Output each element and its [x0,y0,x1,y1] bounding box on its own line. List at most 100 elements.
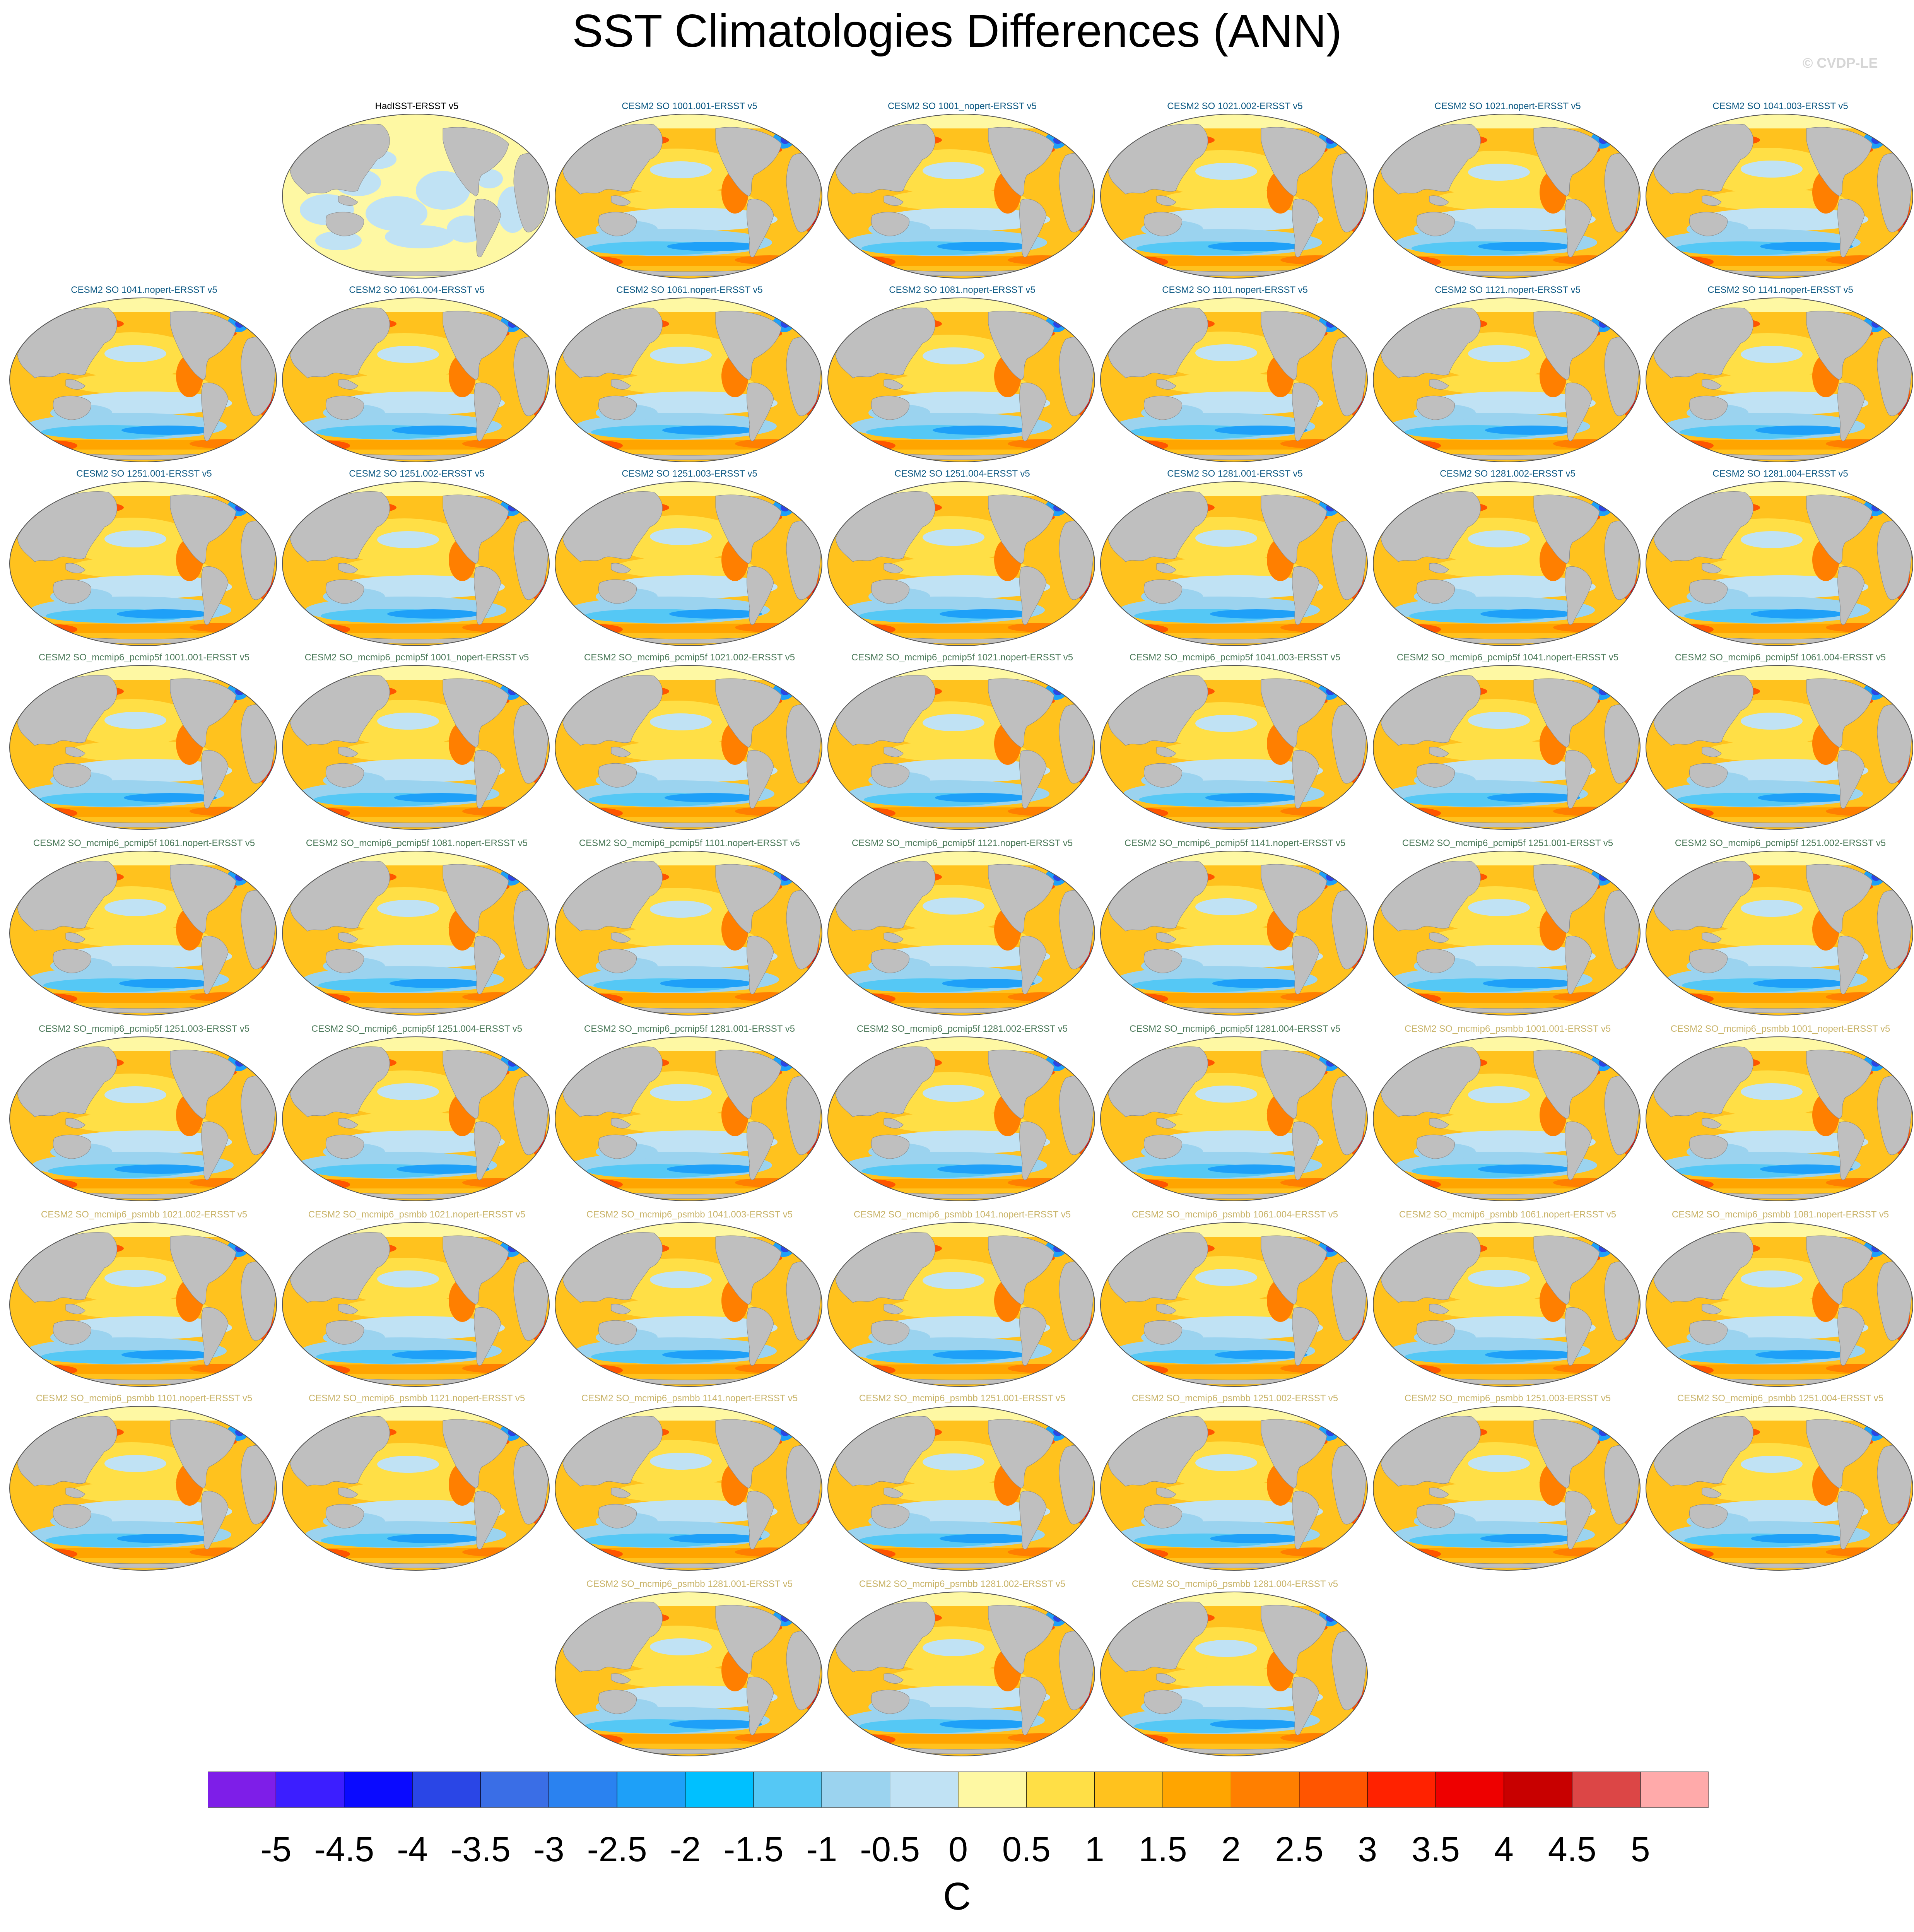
sst-difference-map [1100,1036,1368,1201]
map-panel: CESM2 SO_mcmip6_psmbb 1021.nopert-ERSST … [280,1209,553,1391]
map-panel-title: CESM2 SO_mcmip6_pcmip5f 1141.nopert-ERSS… [1124,838,1346,848]
map-panel-title: CESM2 SO_mcmip6_pcmip5f 1021.nopert-ERSS… [851,652,1073,663]
map-panel-title: CESM2 SO_mcmip6_psmbb 1121.nopert-ERSST … [308,1393,525,1404]
map-panel-title: CESM2 SO_mcmip6_pcmip5f 1251.001-ERSST v… [1402,838,1613,848]
map-panel: CESM2 SO_mcmip6_psmbb 1061.004-ERSST v5 [1099,1209,1371,1391]
map-panel-title: CESM2 SO_mcmip6_psmbb 1141.nopert-ERSST … [581,1393,798,1404]
sst-difference-map [827,1222,1095,1387]
colorbar-tick-label: -3 [533,1830,564,1869]
colorbar-tick-label: -3.5 [450,1830,511,1869]
map-panel-title: CESM2 SO 1061.004-ERSST v5 [349,285,485,295]
map-panel: CESM2 SO_mcmip6_pcmip5f 1281.004-ERSST v… [1099,1023,1371,1205]
map-panel: CESM2 SO 1281.004-ERSST v5 [1644,468,1914,650]
colorbar-tick-label: 1 [1085,1830,1104,1869]
colorbar-swatch [344,1771,413,1808]
sst-difference-map [827,1406,1095,1571]
sst-difference-map [1646,1222,1913,1387]
colorbar-swatch [958,1771,1027,1808]
map-panel: CESM2 SO_mcmip6_pcmip5f 1061.nopert-ERSS… [8,838,280,1019]
colorbar-swatch [275,1771,345,1808]
sst-difference-map [1646,1406,1913,1571]
map-panel: CESM2 SO 1101.nopert-ERSST v5 [1099,284,1371,466]
map-panel: CESM2 SO_mcmip6_psmbb 1251.002-ERSST v5 [1099,1393,1371,1575]
colorbar-swatch [890,1771,959,1808]
sst-difference-map [1646,481,1913,646]
map-panel-title: CESM2 SO_mcmip6_pcmip5f 1001.001-ERSST v… [38,652,250,663]
map-panel-title: CESM2 SO_mcmip6_pcmip5f 1021.002-ERSST v… [584,652,795,663]
map-panel: CESM2 SO 1141.nopert-ERSST v5 [1644,284,1914,466]
map-panel-title: CESM2 SO_mcmip6_pcmip5f 1121.nopert-ERSS… [851,838,1073,848]
map-panel-title: CESM2 SO_mcmip6_psmbb 1021.002-ERSST v5 [41,1209,248,1220]
sst-difference-map [9,297,277,462]
sst-difference-map [282,1036,550,1201]
sst-difference-map [1100,1406,1368,1571]
colorbar [208,1771,1709,1808]
map-panel-title: CESM2 SO_mcmip6_pcmip5f 1251.004-ERSST v… [311,1024,523,1034]
map-panel: CESM2 SO 1021.nopert-ERSST v5 [1371,101,1644,282]
sst-difference-map [555,665,822,830]
map-panel-title: CESM2 SO_mcmip6_pcmip5f 1251.002-ERSST v… [1675,838,1886,848]
map-panel-title: CESM2 SO_mcmip6_psmbb 1001.001-ERSST v5 [1404,1024,1611,1034]
map-panel: CESM2 SO 1251.004-ERSST v5 [826,468,1099,650]
map-panel: CESM2 SO 1061.nopert-ERSST v5 [553,284,826,466]
sst-difference-map [282,114,550,279]
map-panel-title: CESM2 SO_mcmip6_psmbb 1281.001-ERSST v5 [586,1579,793,1589]
map-panel-title: CESM2 SO 1251.001-ERSST v5 [76,468,212,479]
map-panel: CESM2 SO_mcmip6_pcmip5f 1081.nopert-ERSS… [280,838,553,1019]
colorbar-tick-label: 4.5 [1548,1830,1596,1869]
colorbar-swatch [1640,1771,1709,1808]
map-panel-title: CESM2 SO_mcmip6_psmbb 1081.nopert-ERSST … [1671,1209,1889,1220]
sst-difference-map [1373,297,1641,462]
map-panel-title: CESM2 SO 1041.003-ERSST v5 [1712,101,1848,111]
map-panel: CESM2 SO_mcmip6_pcmip5f 1001.001-ERSST v… [8,652,280,834]
map-panel-title: CESM2 SO 1121.nopert-ERSST v5 [1435,285,1581,295]
colorbar-swatch [412,1771,481,1808]
sst-difference-map [9,481,277,646]
map-panel: CESM2 SO_mcmip6_psmbb 1251.004-ERSST v5 [1644,1393,1914,1575]
colorbar-tick-label: 0.5 [1002,1830,1051,1869]
colorbar-tick-label: -4.5 [314,1830,374,1869]
colorbar-swatch [1572,1771,1641,1808]
map-panel: CESM2 SO 1041.nopert-ERSST v5 [8,284,280,466]
colorbar-tick-label: -4 [397,1830,428,1869]
sst-difference-map [827,114,1095,279]
map-panel-title: CESM2 SO_mcmip6_pcmip5f 1061.nopert-ERSS… [33,838,255,848]
sst-difference-map [1373,1036,1641,1201]
map-panel: CESM2 SO_mcmip6_pcmip5f 1041.nopert-ERSS… [1371,652,1644,834]
map-panel: CESM2 SO_mcmip6_psmbb 1281.001-ERSST v5 [553,1578,826,1760]
sst-difference-map [1646,665,1913,830]
map-panel-title: CESM2 SO 1001.001-ERSST v5 [622,101,757,111]
map-panel: CESM2 SO_mcmip6_pcmip5f 1251.004-ERSST v… [280,1023,553,1205]
colorbar-swatch [685,1771,754,1808]
sst-difference-map [1373,481,1641,646]
colorbar-tick-labels: -5 -4.5 -4 -3.5 -3 -2.5 -2 -1.5 -1 -0.5 0 0.5 1 1.5 2 2… [0,1830,1914,1872]
sst-difference-map [282,297,550,462]
map-panel-title: HadISST-ERSST v5 [375,101,459,111]
map-panel: CESM2 SO_mcmip6_pcmip5f 1121.nopert-ERSS… [826,838,1099,1019]
map-panel-title: CESM2 SO 1281.002-ERSST v5 [1440,468,1576,479]
map-panel: CESM2 SO_mcmip6_pcmip5f 1141.nopert-ERSS… [1099,838,1371,1019]
map-panel: CESM2 SO 1081.nopert-ERSST v5 [826,284,1099,466]
watermark: © CVDP-LE [1803,55,1878,71]
map-panel-title: CESM2 SO_mcmip6_pcmip5f 1101.nopert-ERSS… [579,838,800,848]
sst-difference-map [1100,851,1368,1016]
map-panel: CESM2 SO_mcmip6_pcmip5f 1101.nopert-ERSS… [553,838,826,1019]
sst-difference-map [555,851,822,1016]
sst-difference-map [1100,481,1368,646]
sst-difference-map [282,1406,550,1571]
colorbar-units-label: C [943,1875,971,1918]
sst-difference-map [282,851,550,1016]
map-panel-title: CESM2 SO 1061.nopert-ERSST v5 [616,285,763,295]
map-panel: CESM2 SO_mcmip6_pcmip5f 1251.002-ERSST v… [1644,838,1914,1019]
colorbar-swatch [549,1771,617,1808]
sst-difference-map [827,481,1095,646]
map-panel-title: CESM2 SO_mcmip6_pcmip5f 1041.nopert-ERSS… [1396,652,1619,663]
colorbar-swatch [1026,1771,1095,1808]
map-panel: CESM2 SO_mcmip6_psmbb 1061.nopert-ERSST … [1371,1209,1644,1391]
sst-difference-map [1646,1036,1913,1201]
colorbar-swatch [753,1771,822,1808]
map-panel: CESM2 SO 1021.002-ERSST v5 [1099,101,1371,282]
map-panel: CESM2 SO_mcmip6_pcmip5f 1021.002-ERSST v… [553,652,826,834]
colorbar-tick-label: 2 [1221,1830,1241,1869]
map-panel-title: CESM2 SO_mcmip6_psmbb 1101.nopert-ERSST … [36,1393,253,1404]
